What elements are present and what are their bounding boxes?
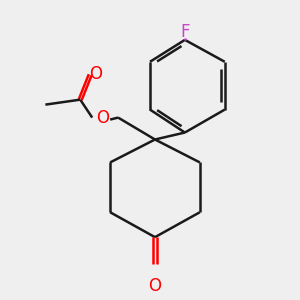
Text: O: O [89,65,102,83]
Text: O: O [96,109,109,127]
Text: F: F [180,23,190,41]
Text: O: O [148,277,161,295]
